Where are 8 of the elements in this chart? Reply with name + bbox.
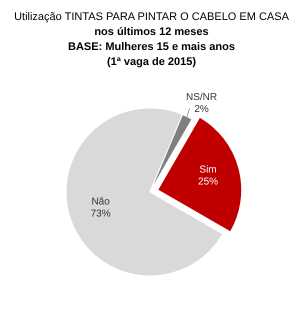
slice-label: Não — [91, 196, 110, 208]
data-label: 25% — [198, 176, 218, 188]
slice-label: Sim — [199, 164, 217, 176]
chart-subtitle: BASE: Mulheres 15 e mais anos (1ª vaga de 2015) — [68, 41, 235, 68]
slice-label: NS/NR — [186, 92, 218, 104]
data-label: 2% — [194, 104, 209, 116]
chart-title: Utilização TINTAS PARA PINTAR O CABELO EM CASA nos últimos 12 meses — [14, 11, 290, 38]
data-label: 73% — [90, 208, 111, 220]
